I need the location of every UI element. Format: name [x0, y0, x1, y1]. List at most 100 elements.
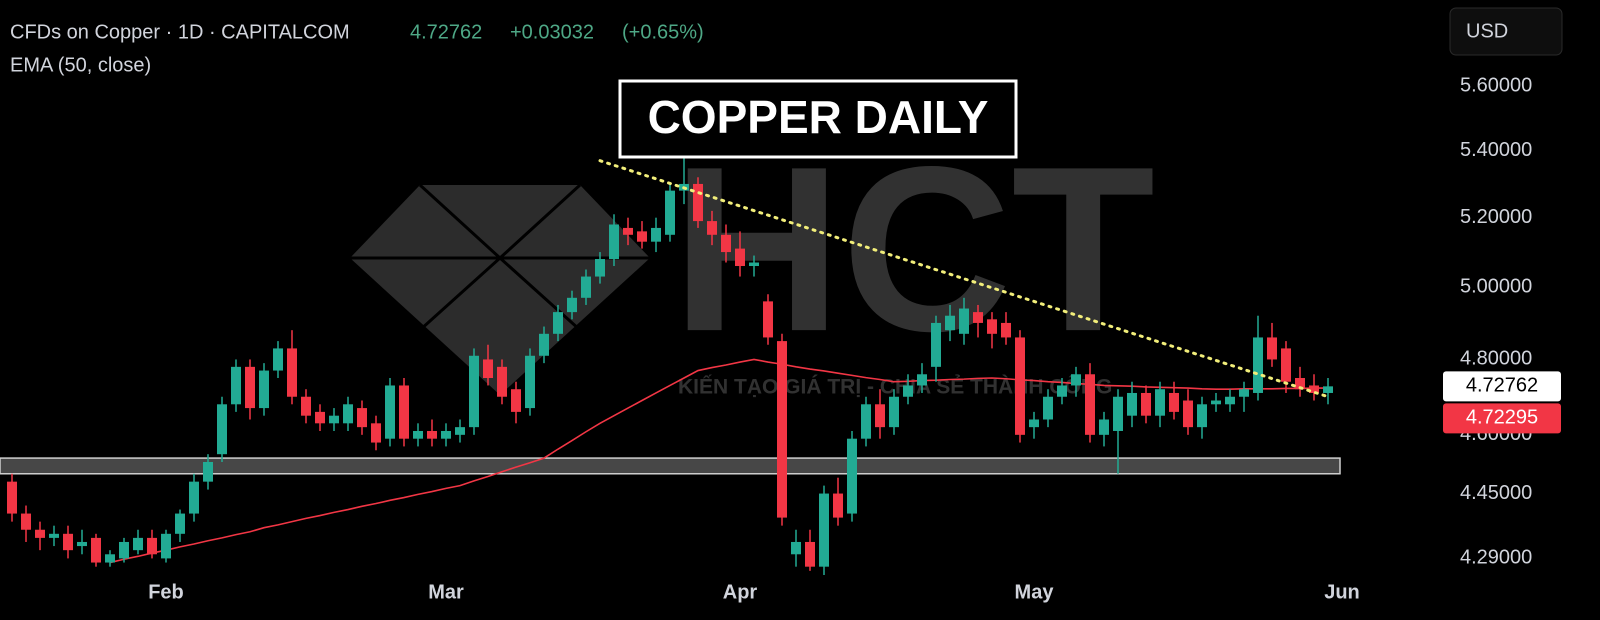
candle-body: [539, 333, 549, 356]
candle-body: [1239, 389, 1249, 397]
candle-body: [105, 554, 115, 563]
candle-body: [1141, 392, 1151, 416]
candle-body: [301, 396, 311, 416]
candle-body: [931, 322, 941, 367]
candle-body: [1309, 385, 1319, 393]
watermark-slogan: KIẾN TẠO GIÁ TRỊ - CHIA SẺ THÀNH CÔNG: [678, 375, 1112, 399]
candle-body: [903, 385, 913, 397]
candle-body: [455, 427, 465, 435]
symbol-label: CFDs on Copper · 1D · CAPITALCOM: [10, 21, 350, 43]
candle-body: [259, 370, 269, 409]
candle-body: [735, 248, 745, 267]
candle-body: [91, 537, 101, 563]
y-tick-label: 4.29000: [1460, 547, 1532, 569]
ema-line: [109, 358, 1329, 564]
x-tick-label: May: [1015, 581, 1055, 603]
header-change-pct: (+0.65%): [622, 21, 704, 43]
candle-body: [77, 541, 87, 547]
candle-body: [245, 366, 255, 409]
candle-body: [875, 404, 885, 428]
candle-body: [1211, 400, 1221, 405]
candle-body: [1015, 337, 1025, 435]
currency-label[interactable]: USD: [1466, 20, 1508, 42]
price-label-box: [1443, 371, 1561, 402]
x-tick-label: Mar: [428, 581, 464, 603]
support-zone: [0, 457, 1341, 475]
candle-body: [469, 355, 479, 428]
candle-body: [329, 415, 339, 424]
candle-body: [1323, 386, 1333, 393]
y-tick-label: 5.60000: [1460, 75, 1532, 97]
candle-body: [609, 224, 619, 260]
candle-body: [1085, 374, 1095, 435]
candle-body: [315, 411, 325, 424]
candle-body: [175, 513, 185, 534]
candle-body: [1183, 400, 1193, 428]
candle-body: [917, 374, 927, 386]
y-tick-label: 5.00000: [1460, 275, 1532, 297]
candle-body: [1197, 404, 1207, 428]
candle-body: [147, 537, 157, 555]
candle-body: [861, 404, 871, 439]
candle-body: [959, 308, 969, 334]
candle-body: [133, 537, 143, 551]
candle-body: [7, 481, 17, 514]
y-tick-label: 5.20000: [1460, 206, 1532, 228]
candle-body: [217, 404, 227, 455]
candle-body: [1169, 392, 1179, 412]
candle-body: [889, 396, 899, 428]
candle-body: [49, 533, 59, 538]
candle-body: [1267, 337, 1277, 360]
price-label: 4.72762: [1466, 375, 1538, 397]
candle-body: [945, 315, 955, 331]
candle-body: [581, 276, 591, 298]
candle-body: [987, 319, 997, 334]
candle-body: [497, 366, 507, 397]
candle-body: [595, 259, 605, 277]
candle-body: [413, 430, 423, 439]
title-box: [618, 79, 1018, 159]
watermark-logo-line: [418, 183, 582, 261]
candle-body: [343, 404, 353, 424]
currency-button[interactable]: [1449, 7, 1563, 56]
candle-body: [203, 461, 213, 482]
candle-body: [1029, 419, 1039, 428]
candle-body: [833, 493, 843, 518]
candle-body: [1099, 419, 1109, 435]
candle-body: [21, 513, 31, 530]
candle-body: [1155, 389, 1165, 416]
candle-body: [161, 533, 171, 559]
candle-body: [1281, 348, 1291, 382]
candle-body: [777, 341, 787, 518]
candle-body: [1127, 392, 1137, 416]
y-tick-label: 4.80000: [1460, 348, 1532, 370]
ema-label: 4.72295: [1466, 407, 1538, 429]
header-price: 4.72762: [410, 21, 482, 43]
y-tick-label: 5.40000: [1460, 139, 1532, 161]
candle-body: [623, 227, 633, 235]
candle-body: [1295, 377, 1305, 390]
candle-body: [441, 430, 451, 439]
candle-body: [665, 190, 675, 235]
candle-body: [1057, 385, 1067, 397]
watermark-logo-line: [418, 255, 582, 332]
candle-body: [483, 359, 493, 378]
candle-body: [357, 408, 367, 428]
candle-body: [1113, 396, 1123, 431]
candle-body: [637, 231, 647, 242]
candle-body: [1253, 337, 1263, 393]
candle-body: [749, 262, 759, 267]
plot-area: [0, 150, 1341, 575]
watermark-text: HCT: [672, 117, 1155, 380]
candle-body: [63, 533, 73, 551]
candle-body: [553, 312, 563, 334]
candle-body: [567, 297, 577, 313]
candle-body: [35, 529, 45, 538]
candle-body: [287, 348, 297, 397]
candle-body: [791, 541, 801, 555]
candle-body: [427, 430, 437, 439]
candle-body: [805, 541, 815, 567]
candle-body: [399, 385, 409, 439]
